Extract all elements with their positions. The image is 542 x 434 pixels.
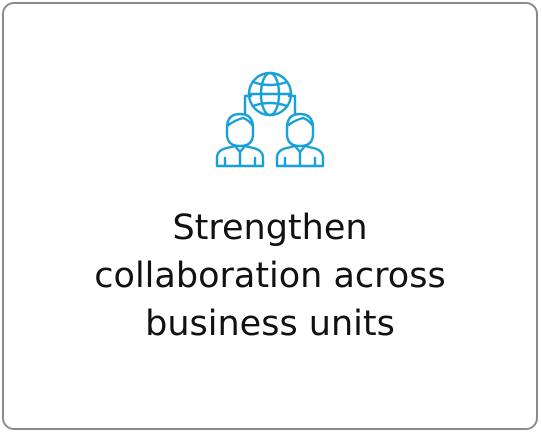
content-card: Strengthen collaboration across business… — [2, 2, 538, 430]
card-title: Strengthen collaboration across business… — [94, 208, 446, 344]
global-collaboration-icon — [215, 68, 325, 168]
